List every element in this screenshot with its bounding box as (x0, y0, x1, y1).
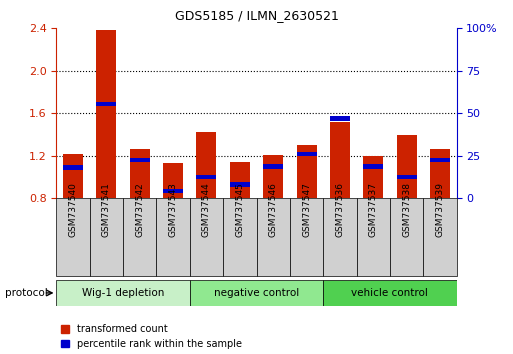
Text: GSM737537: GSM737537 (369, 182, 378, 237)
Legend: transformed count, percentile rank within the sample: transformed count, percentile rank withi… (61, 324, 242, 349)
Text: GSM737545: GSM737545 (235, 182, 244, 237)
Bar (256, 198, 290, 276)
Bar (430, 158, 450, 162)
Bar (223, 198, 256, 276)
Text: GSM737540: GSM737540 (69, 182, 77, 237)
Text: GSM737544: GSM737544 (202, 182, 211, 237)
Bar (323, 280, 457, 306)
Bar (90, 198, 123, 276)
Bar (297, 145, 317, 198)
Bar (397, 175, 417, 179)
Text: vehicle control: vehicle control (351, 288, 428, 298)
Bar (196, 132, 216, 198)
Bar (190, 198, 223, 276)
Bar (56, 280, 190, 306)
Text: GSM737543: GSM737543 (169, 182, 177, 237)
Bar (330, 122, 350, 198)
Bar (63, 154, 83, 198)
Bar (196, 175, 216, 179)
Text: GSM737546: GSM737546 (269, 182, 278, 237)
Bar (397, 135, 417, 198)
Text: GSM737541: GSM737541 (102, 182, 111, 237)
Bar (156, 198, 190, 276)
Text: GSM737539: GSM737539 (436, 182, 444, 237)
Bar (357, 198, 390, 276)
Bar (63, 165, 83, 170)
Bar (323, 198, 357, 276)
Bar (56, 198, 90, 276)
Text: Wig-1 depletion: Wig-1 depletion (82, 288, 164, 298)
Bar (230, 162, 250, 198)
Text: GDS5185 / ILMN_2630521: GDS5185 / ILMN_2630521 (174, 9, 339, 22)
Bar (423, 198, 457, 276)
Bar (297, 152, 317, 156)
Bar (190, 280, 323, 306)
Bar (263, 164, 283, 169)
Bar (96, 102, 116, 106)
Text: negative control: negative control (214, 288, 299, 298)
Bar (330, 116, 350, 121)
Bar (130, 158, 150, 162)
Bar (230, 182, 250, 187)
Bar (290, 198, 323, 276)
Bar (363, 156, 383, 198)
Bar (363, 164, 383, 169)
Text: protocol: protocol (5, 288, 48, 298)
Bar (163, 163, 183, 198)
Bar (390, 198, 423, 276)
Bar (130, 149, 150, 198)
Text: GSM737536: GSM737536 (336, 182, 344, 237)
Bar (123, 198, 156, 276)
Bar (430, 149, 450, 198)
Bar (163, 189, 183, 193)
Bar (96, 30, 116, 198)
Text: GSM737542: GSM737542 (135, 182, 144, 237)
Bar (263, 155, 283, 198)
Text: GSM737547: GSM737547 (302, 182, 311, 237)
Text: GSM737538: GSM737538 (402, 182, 411, 237)
